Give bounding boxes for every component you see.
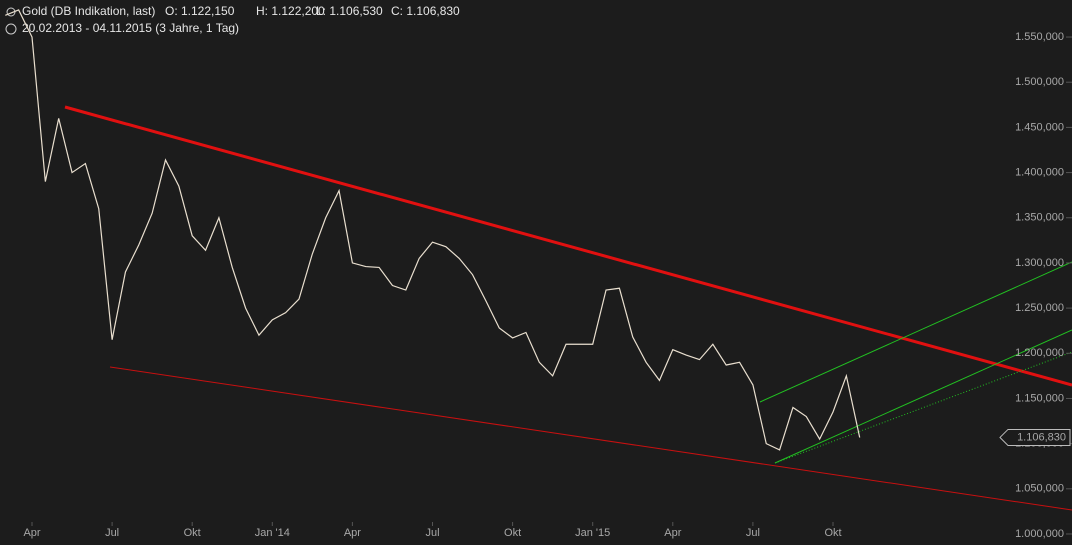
trendline: [774, 329, 1072, 464]
trendline: [64, 105, 1072, 387]
y-tick-label: 1.000,000: [1015, 528, 1064, 540]
price-line: [5, 9, 861, 451]
x-tick-label: Apr: [664, 527, 681, 539]
x-tick-label: Okt: [824, 527, 841, 539]
ohlc: H: 1.122,200: [256, 4, 325, 18]
last-price-tag: [999, 428, 1071, 446]
x-tick-label: Jan '15: [575, 527, 610, 539]
x-tick-label: Okt: [504, 527, 521, 539]
y-tick-label: 1.050,000: [1015, 483, 1064, 495]
y-tick-label: 1.550,000: [1015, 31, 1064, 43]
y-tick-label: 1.500,000: [1015, 76, 1064, 88]
y-tick-label: 1.150,000: [1015, 392, 1064, 404]
trendline: [774, 351, 1072, 464]
trendline: [759, 261, 1072, 403]
y-tick-label: 1.400,000: [1015, 166, 1064, 178]
x-tick-label: Apr: [344, 527, 361, 539]
x-tick-label: Jul: [425, 527, 439, 539]
ohlc: C: 1.106,830: [391, 4, 460, 18]
x-tick-label: Apr: [23, 527, 40, 539]
chart-title: Gold (DB Indikation, last): [22, 4, 155, 18]
trendline: [109, 366, 1072, 511]
y-tick-label: 1.350,000: [1015, 212, 1064, 224]
y-tick-label: 1.250,000: [1015, 302, 1064, 314]
subtitle: 20.02.2013 - 04.11.2015 (3 Jahre, 1 Tag): [22, 21, 239, 35]
y-tick-label: 1.200,000: [1015, 347, 1064, 359]
y-tick-label: 1.300,000: [1015, 257, 1064, 269]
last-price-label: 1.106,830: [1017, 431, 1066, 443]
x-tick-label: Okt: [184, 527, 201, 539]
x-tick-label: Jul: [746, 527, 760, 539]
trendlines: [64, 105, 1072, 511]
x-tick-label: Jul: [105, 527, 119, 539]
icon: [5, 23, 17, 35]
ohlc: L: 1.106,530: [316, 4, 383, 18]
y-tick-label: 1.450,000: [1015, 121, 1064, 133]
ohlc: O: 1.122,150: [165, 4, 235, 18]
x-tick-label: Jan '14: [255, 527, 290, 539]
